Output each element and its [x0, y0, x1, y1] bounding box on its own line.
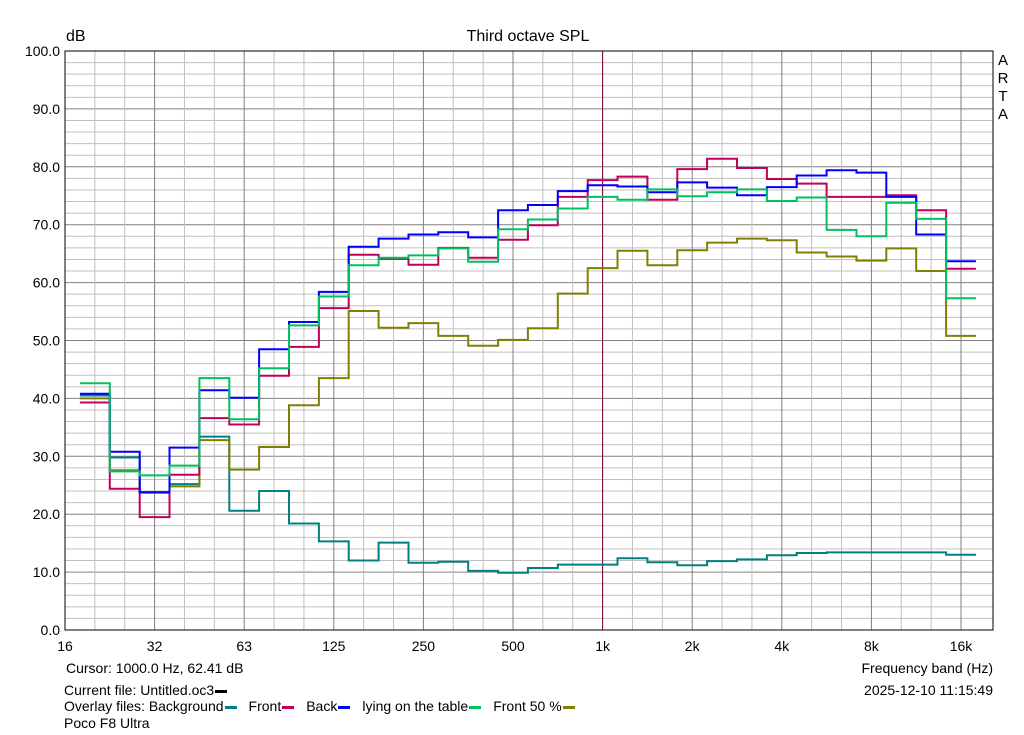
watermark-letter: A [997, 106, 1008, 123]
legend-label: Background [148, 698, 224, 714]
overlay-label: Overlay files: [64, 698, 149, 714]
current-file-swatch [215, 689, 228, 693]
x-tick-label: 2k [685, 638, 701, 654]
cursor-readout: Cursor: 1000.0 Hz, 62.41 dB [66, 660, 244, 676]
y-tick-label: 80.0 [33, 159, 60, 175]
x-tick-label: 16k [950, 638, 974, 654]
y-tick-label: 90.0 [33, 101, 60, 117]
x-tick-label: 4k [774, 638, 790, 654]
legend-label: lying on the table [362, 698, 469, 714]
legend-swatch [282, 705, 295, 709]
legend-label: Front 50 % [493, 698, 562, 714]
legend-swatch [338, 705, 351, 709]
legend-label: Back [306, 698, 338, 714]
watermark-letter: R [997, 70, 1009, 87]
x-tick-label: 8k [864, 638, 880, 654]
current-file-label: Current file: Untitled.oc3 [64, 682, 215, 698]
watermark-letter: A [997, 52, 1008, 69]
y-axis-label: dB [66, 28, 86, 45]
legend-label: Front [248, 698, 282, 714]
arta-watermark: A R T A [996, 52, 1010, 124]
y-tick-label: 100.0 [25, 43, 60, 59]
legend: Overlay files: Background Front Back lying … [64, 698, 587, 714]
series-lying-on-the-table [79, 188, 976, 477]
y-tick-label: 40.0 [33, 390, 60, 406]
x-tick-label: 125 [322, 638, 346, 654]
y-tick-label: 50.0 [33, 333, 60, 349]
y-tick-label: 20.0 [33, 506, 60, 522]
x-tick-label: 16 [57, 638, 73, 654]
x-tick-label: 250 [412, 638, 436, 654]
y-tick-label: 70.0 [33, 217, 60, 233]
y-tick-label: 10.0 [33, 564, 60, 580]
chart-title: Third octave SPL [466, 28, 590, 45]
legend-swatch [469, 705, 482, 709]
x-axis-label: Frequency band (Hz) [861, 660, 993, 676]
legend-swatch [562, 705, 575, 709]
device-name: Poco F8 Ultra [64, 715, 150, 731]
x-tick-label: 63 [236, 638, 252, 654]
legend-swatch [224, 705, 237, 709]
x-tick-label: 1k [595, 638, 611, 654]
plot-border [64, 50, 994, 631]
y-tick-label: 60.0 [33, 275, 60, 291]
y-tick-label: 0.0 [41, 622, 61, 638]
x-tick-label: 32 [147, 638, 163, 654]
series-front [79, 157, 976, 519]
y-tick-label: 30.0 [33, 448, 60, 464]
watermark-letter: T [998, 88, 1008, 105]
x-tick-label: 500 [501, 638, 525, 654]
series-front-50- [79, 237, 976, 494]
current-file: Current file: Untitled.oc3 [64, 682, 239, 698]
timestamp: 2025-12-10 11:15:49 [864, 682, 993, 698]
